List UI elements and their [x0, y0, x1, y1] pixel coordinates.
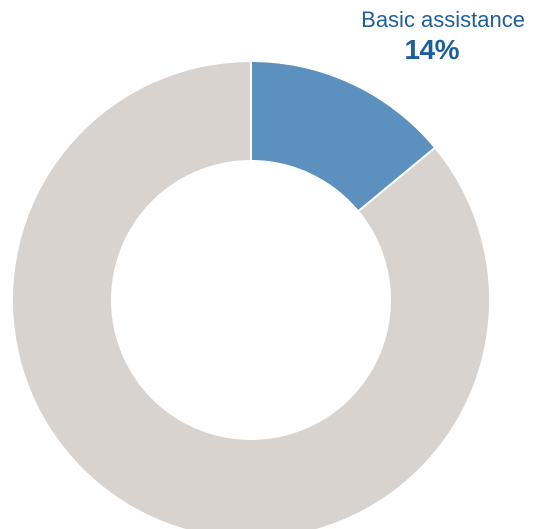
remaining-slice: [11, 59, 491, 529]
callout-value: 14%: [404, 34, 459, 66]
callout-label: Basic assistance: [361, 7, 525, 32]
basic-assistance-callout: Basic assistance 14%: [361, 7, 525, 66]
